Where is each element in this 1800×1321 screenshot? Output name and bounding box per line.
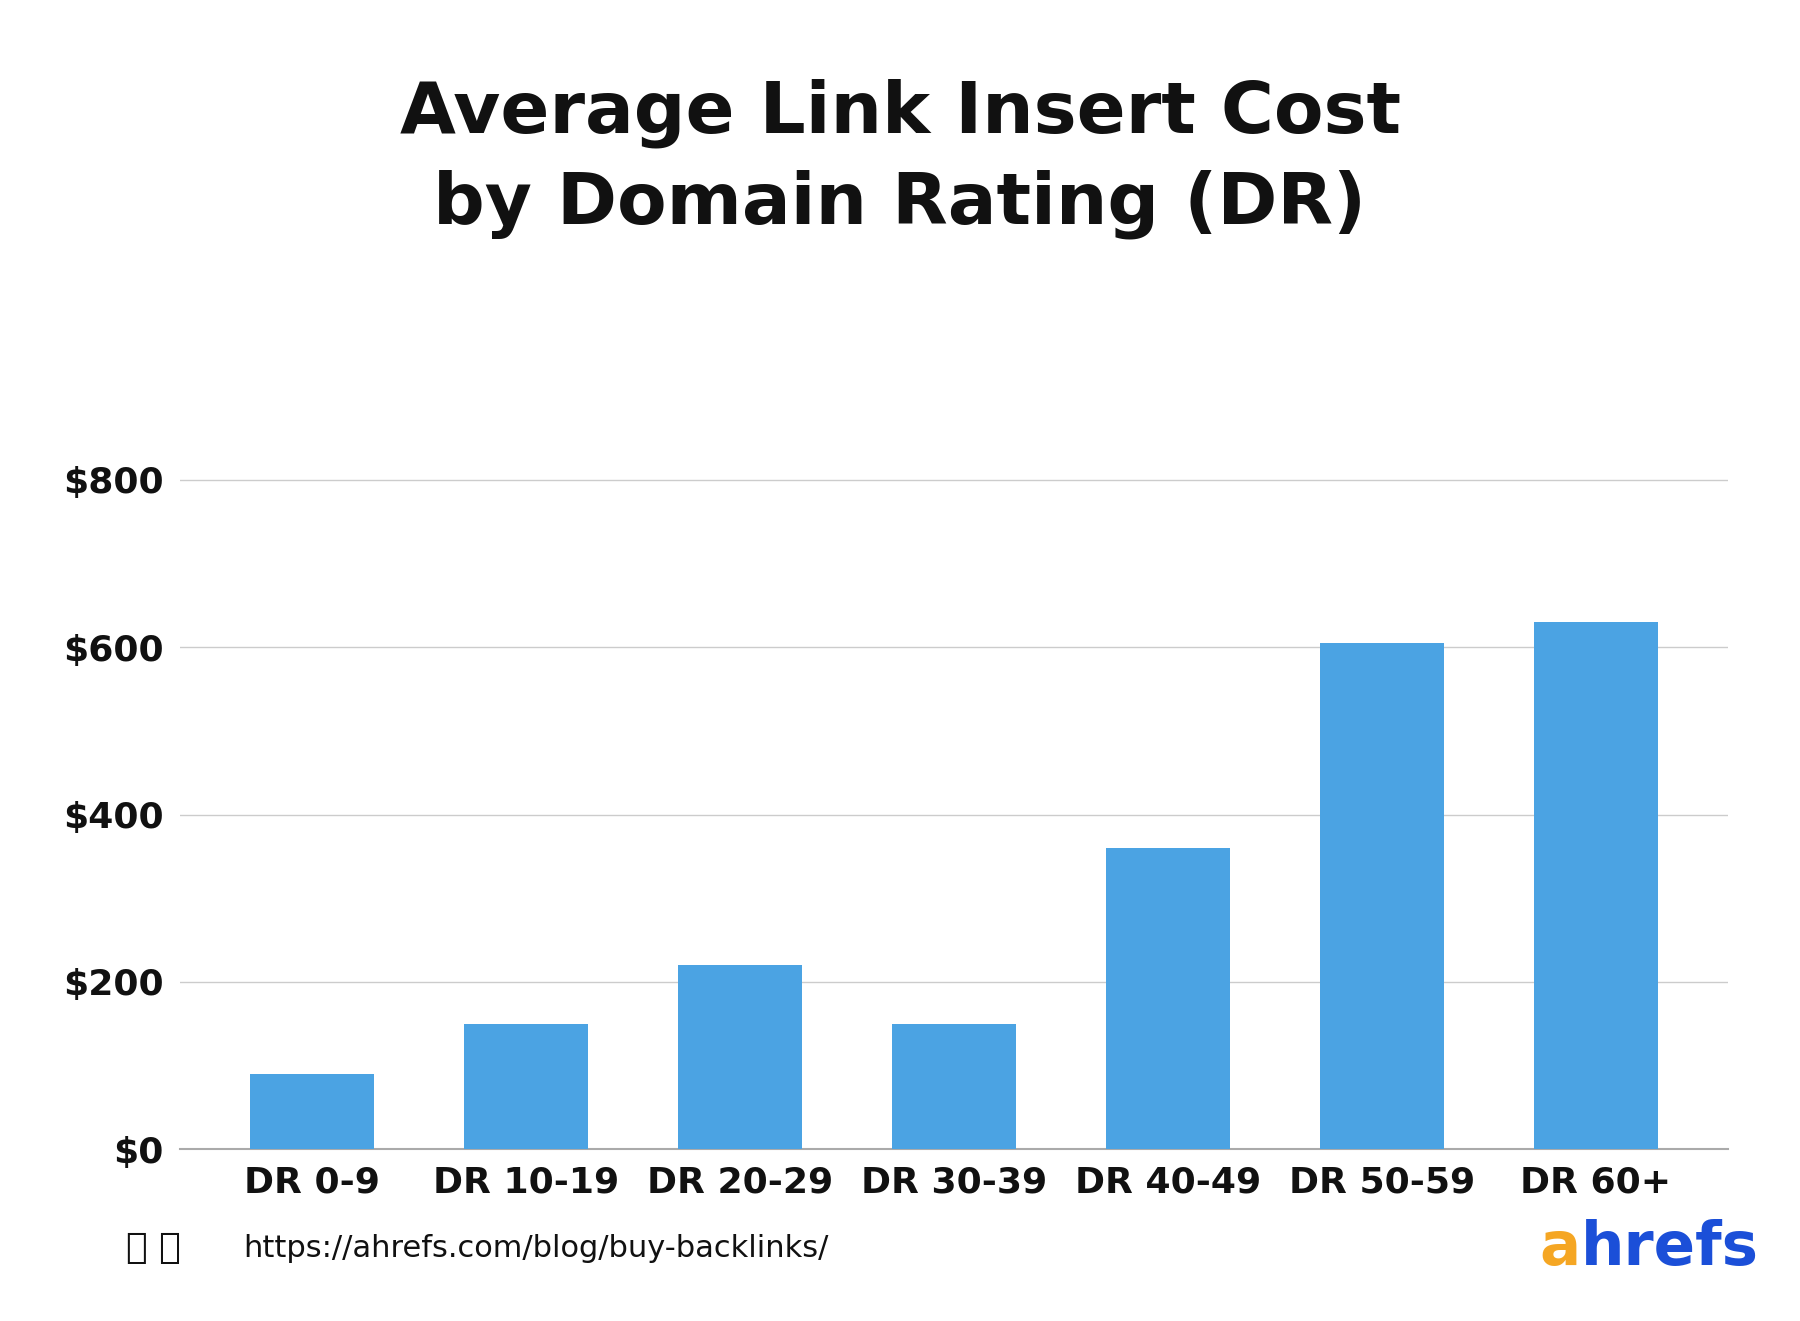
Text: Ⓒ ⓘ: Ⓒ ⓘ xyxy=(126,1231,180,1266)
Text: hrefs: hrefs xyxy=(1580,1219,1759,1277)
Bar xyxy=(1534,622,1658,1149)
Text: a: a xyxy=(1539,1219,1580,1277)
Bar xyxy=(1105,848,1229,1149)
Bar xyxy=(250,1074,374,1149)
Text: https://ahrefs.com/blog/buy-backlinks/: https://ahrefs.com/blog/buy-backlinks/ xyxy=(243,1234,828,1263)
Bar xyxy=(679,966,803,1149)
Bar xyxy=(464,1024,589,1149)
Text: Average Link Insert Cost
by Domain Rating (DR): Average Link Insert Cost by Domain Ratin… xyxy=(400,78,1400,239)
Bar xyxy=(1319,643,1444,1149)
Bar xyxy=(893,1024,1015,1149)
